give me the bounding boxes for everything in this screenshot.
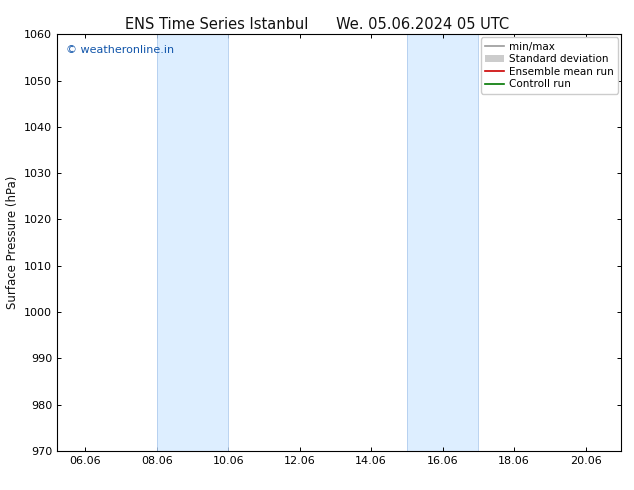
Y-axis label: Surface Pressure (hPa): Surface Pressure (hPa): [6, 176, 18, 309]
Text: ENS Time Series Istanbul      We. 05.06.2024 05 UTC: ENS Time Series Istanbul We. 05.06.2024 …: [125, 17, 509, 32]
Bar: [157, 34, 228, 451]
Bar: [407, 34, 479, 451]
Legend: min/max, Standard deviation, Ensemble mean run, Controll run: min/max, Standard deviation, Ensemble me…: [481, 37, 618, 94]
Text: © weatheronline.in: © weatheronline.in: [65, 45, 174, 55]
